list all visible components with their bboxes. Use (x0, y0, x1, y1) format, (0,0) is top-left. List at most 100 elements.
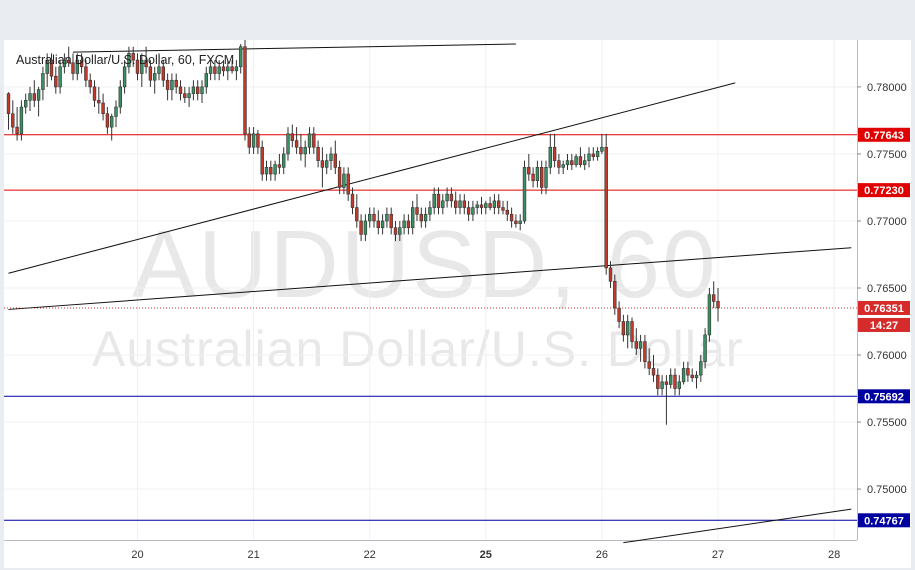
candle-body-down (531, 173, 535, 182)
candle (157, 53, 161, 81)
candle-body-down (97, 100, 101, 104)
x-tick-label: 20 (131, 549, 143, 561)
candle (114, 100, 118, 128)
resistance-level-badge-bg (858, 183, 910, 198)
candle (621, 314, 626, 342)
candle-body-up (157, 66, 161, 74)
candle (118, 80, 123, 114)
y-tick-label: 0.78000 (867, 82, 907, 94)
candle (415, 194, 419, 221)
candle (161, 60, 165, 87)
candle (324, 153, 329, 175)
candle (264, 160, 269, 181)
candle-body-up (367, 213, 372, 222)
candle-body-up (281, 153, 286, 168)
candle (393, 220, 398, 242)
candle (196, 80, 200, 101)
candle-body-down (178, 86, 183, 94)
candle-body-down (617, 307, 621, 322)
candle (23, 93, 28, 114)
candle-body-up (363, 220, 368, 235)
candle-body-down (32, 93, 36, 101)
candle-body-up (234, 66, 239, 72)
candle (608, 261, 613, 288)
candle (49, 53, 54, 81)
candle (127, 46, 131, 74)
candle-body-up (208, 66, 213, 74)
candle (41, 66, 45, 101)
candle-body-up (239, 46, 243, 68)
chart-area[interactable]: AUDUSD, 60 Australian Dollar/U.S. Dollar… (4, 40, 911, 568)
candle-body-down (643, 341, 647, 363)
candle-body-down (453, 200, 458, 208)
candle-body-up (329, 153, 333, 161)
candle-body-up (600, 146, 604, 152)
candle-body-down (105, 113, 110, 128)
candle-body-down (260, 146, 264, 175)
candle (402, 214, 406, 235)
candle-body-up (484, 203, 488, 208)
candle-body-down (514, 220, 518, 224)
candle (183, 86, 187, 104)
candle-body-down (316, 146, 320, 161)
bar-countdown-badge-bg (858, 317, 910, 332)
candle-body-up (625, 321, 630, 336)
candle (484, 200, 488, 215)
candle-body-down (213, 66, 217, 74)
candle-body-down (501, 207, 505, 211)
candle (178, 80, 183, 101)
candle (501, 200, 505, 215)
candle-body-up (204, 73, 208, 88)
candle-body-down (294, 140, 299, 148)
candle (595, 147, 600, 161)
candle (131, 46, 135, 67)
candle-body-down (230, 66, 234, 72)
candle-body-up (380, 220, 385, 228)
candle (535, 160, 540, 188)
candle (226, 60, 230, 81)
candle-body-down (6, 93, 11, 115)
candle (342, 167, 346, 195)
candle-body-down (466, 207, 471, 215)
candle (15, 107, 19, 141)
candlestick-chart[interactable]: 0.78000 0.77500 0.77000 0.76500 0.76000 0.755… (4, 40, 911, 568)
candle-body-up (273, 164, 277, 175)
candle-body-down (337, 167, 342, 188)
candle (260, 140, 264, 181)
candle (716, 287, 720, 322)
watermark-name: Australian Dollar/U.S. Dollar (92, 321, 744, 377)
candle (200, 80, 204, 104)
candle-body-up (153, 73, 157, 81)
candle (398, 220, 402, 242)
candle-body-up (226, 66, 230, 72)
candle (234, 60, 239, 81)
candle (148, 60, 153, 87)
candle-body-up (398, 227, 402, 235)
candle (277, 153, 282, 175)
candle-body-down (630, 321, 634, 342)
candle-body-up (187, 93, 191, 98)
candle-body-down (462, 200, 466, 208)
candle-body-down (346, 173, 350, 195)
candle-body-down (557, 160, 561, 168)
candle-body-up (402, 220, 406, 228)
candle (320, 147, 325, 188)
candle (488, 196, 492, 211)
candle-body-up (423, 213, 428, 222)
candle (552, 133, 557, 168)
candle-body-down (690, 374, 694, 379)
candle-body-down (509, 213, 514, 222)
candle (290, 124, 294, 148)
candle-body-down (613, 280, 617, 309)
candle (312, 127, 316, 154)
x-tick-label: 26 (596, 549, 608, 561)
candle (600, 133, 604, 154)
candle (92, 80, 97, 108)
candle (213, 60, 217, 81)
candle-body-up (342, 173, 346, 188)
candle (711, 281, 716, 309)
candle-body-down (131, 53, 135, 61)
candle-body-down (711, 294, 716, 302)
candle-body-down (269, 167, 273, 175)
candle (97, 86, 101, 114)
